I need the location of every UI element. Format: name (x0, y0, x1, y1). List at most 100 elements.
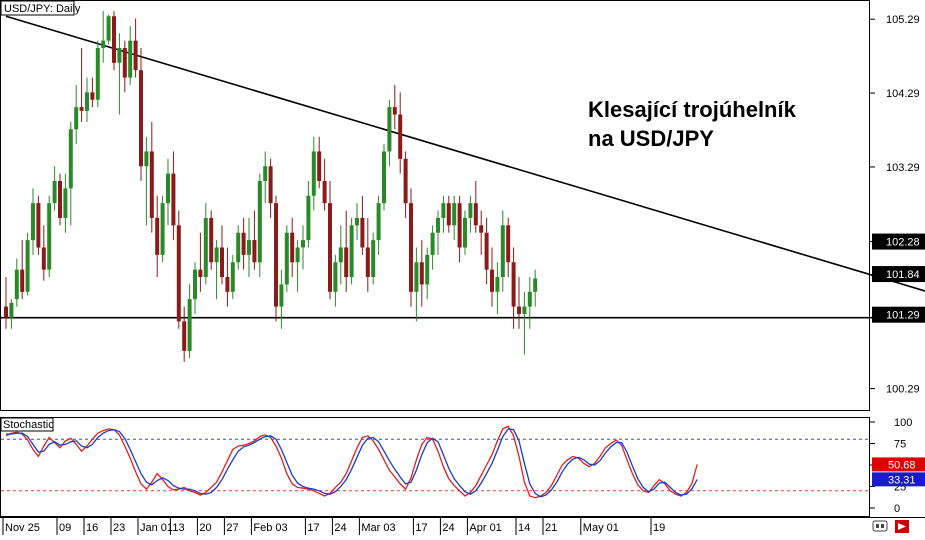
candles (4, 11, 538, 362)
date-label: 09 (59, 522, 71, 534)
candle-body (311, 151, 316, 196)
candle-body (203, 217, 208, 278)
stochastic-tick-label: 0 (894, 503, 900, 515)
candle-body (468, 203, 473, 218)
candle-body (473, 203, 478, 226)
price-tick-label: 105.29 (886, 14, 920, 26)
candle-body (328, 203, 332, 292)
candle-body (355, 217, 359, 226)
candle-body (533, 278, 538, 292)
candle-body (160, 203, 165, 255)
candle-body (14, 269, 19, 300)
candle-body (128, 40, 133, 78)
candle-body (95, 48, 100, 100)
candle-body (47, 203, 52, 270)
date-label: 14 (518, 522, 530, 534)
candle-body (79, 107, 84, 111)
date-label: 17 (415, 522, 427, 534)
candle-body (139, 70, 143, 167)
date-label: Mar 03 (361, 522, 395, 534)
arrow-right-icon[interactable] (895, 520, 909, 533)
candle-body (527, 291, 532, 307)
candle-body (133, 40, 138, 71)
candle-body (220, 247, 224, 278)
candle-body (106, 16, 111, 41)
candle-body (419, 262, 424, 285)
candle-body (441, 203, 446, 218)
price-tick-label: 100.29 (886, 384, 920, 396)
candle-body (479, 225, 484, 233)
candle-body (284, 232, 289, 285)
candle-body (446, 203, 451, 226)
candle-body (25, 240, 30, 292)
date-label: 17 (307, 522, 319, 534)
candle-body (20, 269, 25, 292)
candle-body (360, 217, 365, 248)
candle-body (495, 277, 500, 292)
stochastic-badge (872, 472, 925, 487)
chart-title-box (0, 0, 75, 16)
candle-body (301, 240, 305, 248)
candle-body (187, 299, 192, 351)
candle-body (506, 225, 511, 263)
candle-body (236, 232, 241, 263)
candle-body (398, 114, 403, 159)
date-label: Feb 03 (253, 522, 287, 534)
candle-body (241, 232, 246, 255)
annotation-line-2: na USD/JPY (588, 126, 714, 151)
candle-body (517, 306, 521, 314)
candle-body (387, 107, 392, 152)
date-label: Nov 25 (5, 522, 40, 534)
price-panel-frame (0, 0, 870, 411)
candle-body (365, 247, 370, 278)
candle-body (193, 269, 197, 300)
candle-body (4, 306, 8, 318)
candle-body (58, 180, 62, 218)
candle-body (317, 151, 322, 181)
scroll-icon[interactable] (872, 520, 888, 532)
stochastic-series-line (6, 428, 698, 498)
candle-body (85, 92, 89, 111)
date-label: 27 (226, 522, 238, 534)
candle-body (225, 277, 230, 292)
date-label: 13 (172, 522, 184, 534)
candle-body (392, 107, 397, 115)
candle-body (295, 247, 300, 263)
price-badge-label: 101.84 (886, 269, 920, 281)
candle-body (403, 158, 408, 204)
candle-body (463, 217, 467, 248)
candle-body (101, 40, 106, 49)
candle-body (263, 166, 268, 181)
candle-body (484, 232, 489, 270)
candle-body (36, 203, 41, 248)
date-label: May 01 (583, 522, 619, 534)
candle-body (490, 269, 494, 292)
candle-body (349, 225, 354, 278)
price-tick-label: 104.29 (886, 88, 920, 100)
candle-body (268, 166, 273, 204)
candle-body (338, 247, 343, 263)
candle-body (257, 180, 262, 263)
candle-body (430, 232, 435, 255)
candle-body (41, 247, 46, 270)
price-badges: 102.28 101.84 101.29 (872, 233, 925, 323)
candle-body (452, 203, 457, 226)
stochastic-panel-frame (0, 417, 870, 517)
candle-body (9, 302, 14, 318)
date-label: 20 (199, 522, 211, 534)
stochastic-series-line (5, 425, 698, 499)
date-label: 23 (113, 522, 125, 534)
candle-body (436, 217, 440, 233)
candle-body (31, 203, 35, 241)
candle-body (382, 151, 386, 204)
candle-body (500, 225, 505, 278)
candle-body (214, 247, 219, 263)
candle-body (409, 203, 413, 292)
candle-body (155, 217, 160, 255)
candle-body (371, 240, 376, 278)
candle-body (425, 254, 430, 285)
candle-body (90, 92, 95, 100)
candle-body (74, 107, 79, 130)
